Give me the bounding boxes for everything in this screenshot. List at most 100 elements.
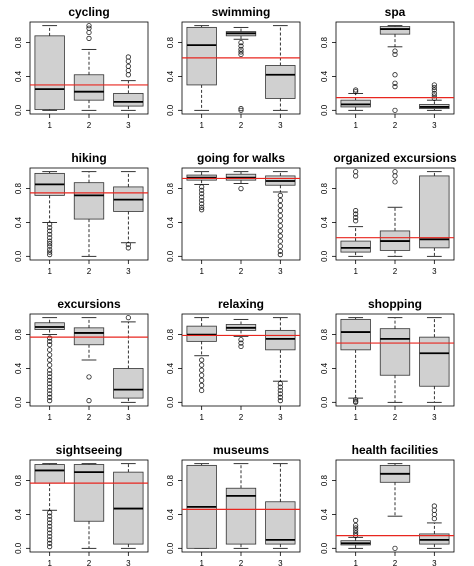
- outlier-point: [86, 29, 92, 36]
- outlier-point: [47, 391, 53, 397]
- outlier-point: [47, 540, 53, 546]
- y-tick-label: 0.8: [14, 328, 23, 340]
- outlier-point: [47, 510, 53, 516]
- outlier-point: [353, 397, 359, 403]
- box: [73, 327, 105, 346]
- panel-title: hiking: [71, 151, 106, 165]
- x-tick-label: 2: [393, 559, 398, 566]
- y-tick-label: 0.0: [14, 396, 23, 408]
- x-tick-label: 1: [199, 121, 204, 130]
- outlier-point: [431, 84, 437, 91]
- x-tick-label: 2: [87, 413, 92, 422]
- y-tick-label: 0.8: [166, 182, 175, 194]
- outlier-point: [353, 525, 359, 531]
- outlier-point: [47, 513, 53, 519]
- y-tick-label: 0.8: [166, 36, 175, 48]
- outlier-point: [47, 335, 53, 341]
- y-tick-label: 0.4: [14, 70, 23, 82]
- outlier-point: [47, 357, 53, 363]
- box: [73, 464, 105, 522]
- x-tick-label: 1: [47, 559, 52, 566]
- outlier-point: [431, 95, 437, 102]
- panel-excursions: excursions 0.0 0.4 0.8 1 2 3: [14, 297, 149, 422]
- outlier-point: [47, 338, 53, 344]
- x-tick-label: 3: [432, 559, 437, 566]
- outlier-point: [47, 398, 53, 404]
- outlier-point: [238, 340, 244, 346]
- x-tick-label: 3: [126, 121, 131, 130]
- x-tick-label: 2: [87, 559, 92, 566]
- outlier-point: [277, 228, 283, 234]
- y-tick-label: 0.0: [166, 104, 175, 116]
- x-tick-label: 2: [239, 413, 244, 422]
- outlier-point: [199, 362, 205, 368]
- y-tick-label: 0.4: [166, 362, 175, 374]
- outlier-point: [353, 87, 359, 93]
- outlier-point: [277, 238, 283, 244]
- x-tick-label: 1: [47, 267, 52, 276]
- y-tick-label: 0.0: [320, 250, 329, 262]
- x-tick-label: 3: [126, 267, 131, 276]
- outlier-point: [392, 545, 398, 551]
- outlier-point: [431, 511, 437, 518]
- y-tick-label: 0.0: [14, 542, 23, 554]
- outlier-point: [199, 377, 205, 383]
- x-tick-label: 2: [393, 267, 398, 276]
- outlier-point: [125, 245, 131, 251]
- y-tick-label: 0.4: [166, 70, 175, 82]
- x-tick-label: 3: [126, 413, 131, 422]
- outlier-point: [86, 374, 92, 380]
- outlier-point: [47, 527, 53, 533]
- outlier-point: [238, 107, 244, 113]
- outlier-point: [47, 387, 53, 394]
- x-tick-label: 3: [278, 121, 283, 130]
- outlier-point: [125, 63, 131, 69]
- outlier-point: [353, 169, 359, 175]
- box: [73, 182, 105, 220]
- outlier-point: [47, 384, 53, 390]
- panel-museums: museums 0.0 0.4 0.8 1 2 3: [166, 443, 301, 566]
- outlier-point: [199, 357, 205, 363]
- outlier-point: [47, 231, 53, 237]
- outlier-point: [353, 89, 359, 95]
- outlier-point: [199, 187, 205, 193]
- outlier-point: [199, 184, 205, 190]
- outlier-point: [199, 382, 205, 388]
- y-tick-label: 0.8: [166, 474, 175, 486]
- panel-title: museums: [213, 443, 269, 457]
- outlier-point: [277, 391, 283, 397]
- y-tick-label: 0.0: [14, 104, 23, 116]
- outlier-point: [125, 58, 131, 64]
- y-tick-label: 0.4: [14, 508, 23, 520]
- outlier-point: [392, 107, 398, 113]
- outlier-point: [199, 207, 205, 213]
- outlier-point: [238, 186, 244, 192]
- outlier-point: [431, 503, 437, 509]
- box: [186, 26, 217, 86]
- y-tick-label: 0.8: [166, 328, 175, 340]
- outlier-point: [238, 49, 244, 55]
- outlier-point: [199, 194, 205, 200]
- outlier-point: [353, 214, 359, 220]
- y-tick-label: 0.0: [320, 396, 329, 408]
- box: [34, 35, 65, 110]
- outlier-point: [47, 533, 53, 540]
- outlier-point: [277, 381, 283, 387]
- x-tick-label: 2: [393, 413, 398, 422]
- outlier-point: [47, 394, 53, 400]
- x-tick-label: 2: [239, 267, 244, 276]
- panel-title: shopping: [368, 297, 422, 311]
- outlier-point: [392, 48, 398, 54]
- outlier-point: [238, 43, 244, 49]
- panel-relaxing: relaxing 0.0 0.4 0.8 1 2 3: [166, 297, 301, 422]
- box: [265, 65, 296, 99]
- box: [379, 328, 411, 376]
- outlier-point: [277, 248, 283, 254]
- panel-health-facilities: health facilities 0.0 0.4 0.8 1 2 3: [320, 443, 455, 566]
- x-tick-label: 1: [353, 413, 358, 422]
- outlier-point: [86, 23, 92, 29]
- box: [379, 26, 411, 35]
- x-tick-label: 3: [126, 559, 131, 566]
- outlier-point: [353, 218, 359, 224]
- outlier-point: [431, 82, 437, 88]
